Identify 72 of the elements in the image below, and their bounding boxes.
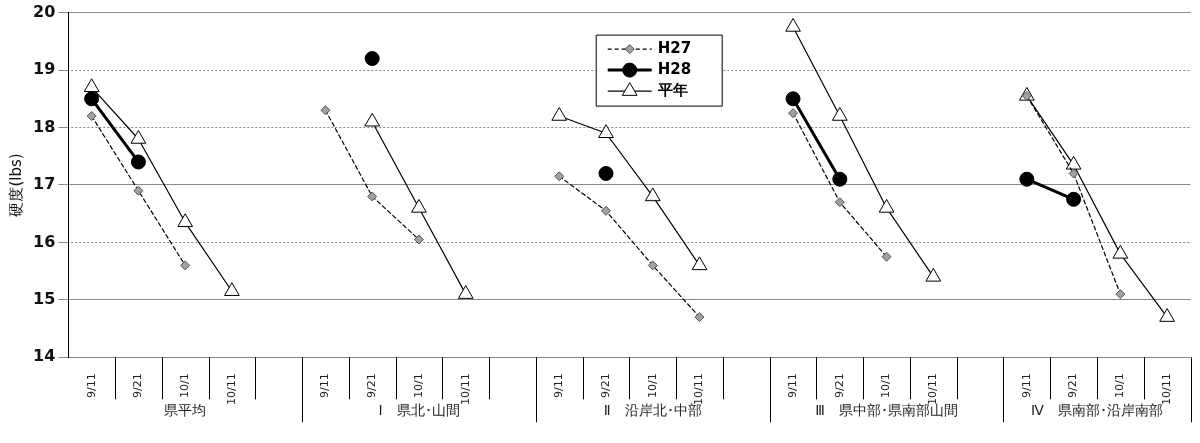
x-tick-label: 10/1 [1113, 373, 1127, 398]
x-tick-label: 10/11 [224, 373, 238, 405]
text: 県平均 [164, 401, 207, 418]
x-tick-label: 10/11 [458, 373, 472, 405]
point [598, 165, 614, 181]
x-tick-label: 9/21 [832, 373, 846, 398]
point [1066, 191, 1082, 207]
point [84, 91, 100, 107]
x-tick-label: 9/21 [365, 373, 379, 398]
x-tick-label: 10/1 [645, 373, 659, 398]
x-tick-label: 9/11 [552, 373, 566, 398]
x-tick-label: 9/11 [318, 373, 332, 398]
point [831, 107, 848, 121]
legend-label: 平年 [656, 80, 688, 99]
point [1068, 168, 1079, 179]
x-tick-label: 9/11 [785, 373, 799, 398]
y-tick-label: 14 [33, 346, 56, 366]
x-tick-label: 10/1 [879, 373, 893, 398]
point [320, 105, 331, 116]
legend-label: H27 [657, 38, 692, 57]
point [925, 267, 942, 282]
x-tick-label: 10/1 [178, 373, 192, 398]
point [83, 78, 100, 93]
point [691, 256, 708, 271]
point [551, 107, 568, 121]
point [647, 260, 658, 271]
point [457, 285, 474, 299]
x-tick-label: 9/21 [131, 373, 145, 398]
legend-label: H28 [657, 59, 692, 78]
point [224, 282, 240, 296]
point [364, 51, 380, 67]
point [644, 187, 661, 202]
x-tick-label: 10/11 [926, 373, 940, 405]
point [788, 108, 799, 119]
y-axis-title: 硬度(lbs) [6, 153, 25, 217]
point [133, 185, 144, 196]
point [1065, 155, 1082, 170]
y-tick-label: 16 [33, 231, 56, 251]
x-tick-label: 10/1 [411, 373, 425, 398]
point [601, 205, 611, 216]
point [1159, 308, 1175, 322]
point [411, 198, 427, 213]
point [878, 198, 895, 213]
point [1019, 171, 1035, 187]
point [785, 17, 801, 32]
point [367, 191, 378, 202]
y-tick-label: 15 [33, 289, 56, 309]
point [413, 234, 424, 245]
point [598, 124, 614, 138]
y-tick-label: 17 [33, 174, 56, 194]
point [364, 112, 381, 127]
point [834, 197, 845, 208]
point [86, 111, 97, 122]
x-tick-label: 9/21 [598, 373, 612, 398]
y-tick-label: 20 [33, 1, 56, 21]
x-tick-label: 9/11 [1019, 373, 1033, 398]
point [177, 213, 194, 228]
y-tick-label: 18 [33, 116, 56, 136]
point [785, 91, 801, 107]
point [130, 129, 147, 144]
point [554, 171, 565, 182]
point [1115, 289, 1126, 300]
point [130, 154, 146, 170]
point [832, 171, 848, 187]
y-tick-label: 19 [33, 59, 56, 79]
point [694, 312, 705, 323]
point [180, 260, 191, 271]
text: Ⅰ 県北･山間 [378, 401, 460, 418]
point [1112, 244, 1129, 259]
x-tick-label: 9/21 [1066, 373, 1080, 398]
x-tick-label: 9/11 [84, 373, 98, 398]
point [881, 251, 892, 262]
